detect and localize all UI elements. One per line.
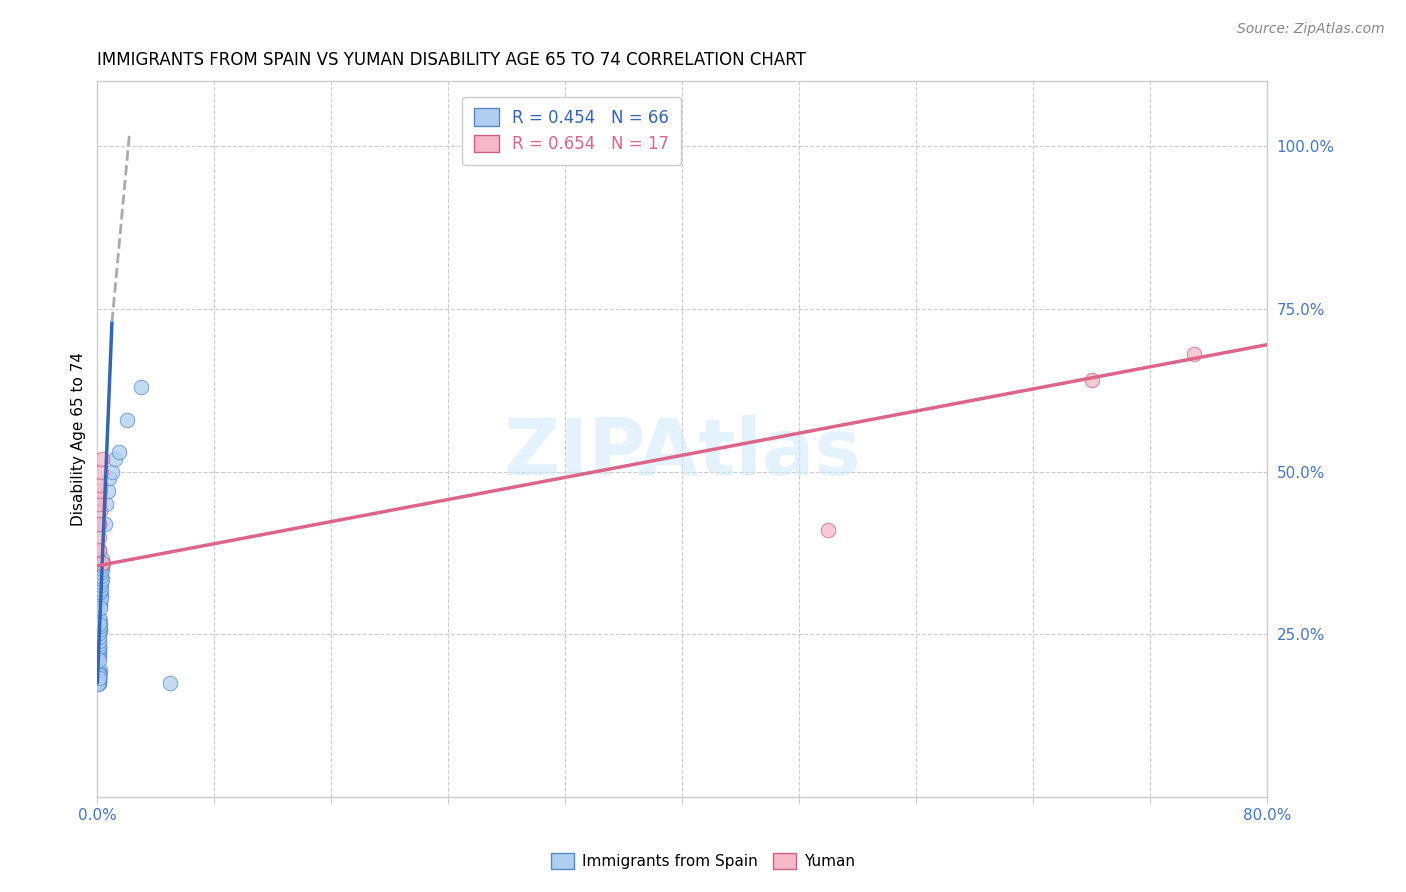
Point [87, 669, 110, 683]
Point [87, 641, 110, 656]
Point [89, 614, 111, 628]
Point [90, 578, 112, 592]
Point [87, 625, 110, 640]
Point [89, 619, 111, 633]
Point [87, 542, 110, 557]
Point [87, 645, 110, 659]
Point [89, 477, 111, 491]
Point [89, 622, 111, 636]
Point [87, 666, 110, 681]
Point [87, 676, 110, 690]
Point [93, 516, 115, 531]
Point [87, 676, 110, 690]
Point [89, 624, 111, 638]
Point [115, 412, 138, 426]
Point [89, 584, 111, 599]
Point [87, 633, 110, 648]
Legend: Immigrants from Spain, Yuman: Immigrants from Spain, Yuman [546, 847, 860, 875]
Point [87, 649, 110, 664]
Point [1182, 347, 1205, 361]
Point [87, 671, 110, 685]
Point [87, 611, 110, 625]
Point [87, 647, 110, 661]
Point [87, 637, 110, 651]
Point [87, 491, 110, 505]
Point [87, 676, 110, 690]
Point [90, 451, 112, 466]
Point [87, 556, 110, 570]
Point [87, 667, 110, 681]
Legend: R = 0.454   N = 66, R = 0.654   N = 17: R = 0.454 N = 66, R = 0.654 N = 17 [463, 97, 681, 165]
Point [89, 594, 111, 608]
Point [87, 653, 110, 667]
Point [1080, 374, 1102, 388]
Point [101, 465, 124, 479]
Point [87, 621, 110, 635]
Y-axis label: Disability Age 65 to 74: Disability Age 65 to 74 [72, 352, 86, 526]
Text: ZIPAtlas: ZIPAtlas [503, 416, 860, 491]
Point [89, 663, 111, 677]
Point [87, 673, 110, 687]
Point [87, 516, 110, 531]
Point [89, 598, 111, 612]
Point [87, 673, 110, 688]
Point [87, 671, 110, 685]
Point [94, 497, 117, 511]
Point [87, 542, 110, 557]
Point [87, 666, 110, 681]
Point [90, 572, 112, 586]
Point [87, 615, 110, 630]
Point [90, 568, 112, 582]
Point [91, 556, 114, 570]
Point [91, 562, 114, 576]
Point [90, 575, 112, 590]
Point [87, 640, 110, 654]
Point [87, 668, 110, 682]
Point [87, 674, 110, 689]
Point [89, 601, 111, 615]
Point [87, 617, 110, 632]
Point [129, 380, 152, 394]
Point [87, 497, 110, 511]
Point [87, 671, 110, 685]
Point [87, 665, 110, 679]
Point [97, 483, 120, 498]
Point [87, 530, 110, 544]
Point [87, 643, 110, 657]
Point [90, 465, 112, 479]
Point [159, 676, 181, 690]
Point [87, 677, 110, 691]
Text: Source: ZipAtlas.com: Source: ZipAtlas.com [1237, 22, 1385, 37]
Point [87, 673, 110, 687]
Point [90, 582, 112, 596]
Point [87, 676, 110, 690]
Point [91, 556, 114, 570]
Point [90, 566, 112, 580]
Point [91, 552, 114, 566]
Point [98, 471, 121, 485]
Point [90, 558, 112, 573]
Point [89, 483, 111, 498]
Point [89, 503, 111, 517]
Point [108, 445, 131, 459]
Text: IMMIGRANTS FROM SPAIN VS YUMAN DISABILITY AGE 65 TO 74 CORRELATION CHART: IMMIGRANTS FROM SPAIN VS YUMAN DISABILIT… [97, 51, 806, 69]
Point [87, 631, 110, 645]
Point [104, 451, 127, 466]
Point [87, 516, 110, 531]
Point [87, 669, 110, 683]
Point [90, 588, 112, 602]
Point [87, 648, 110, 662]
Point [817, 523, 839, 537]
Point [90, 591, 112, 606]
